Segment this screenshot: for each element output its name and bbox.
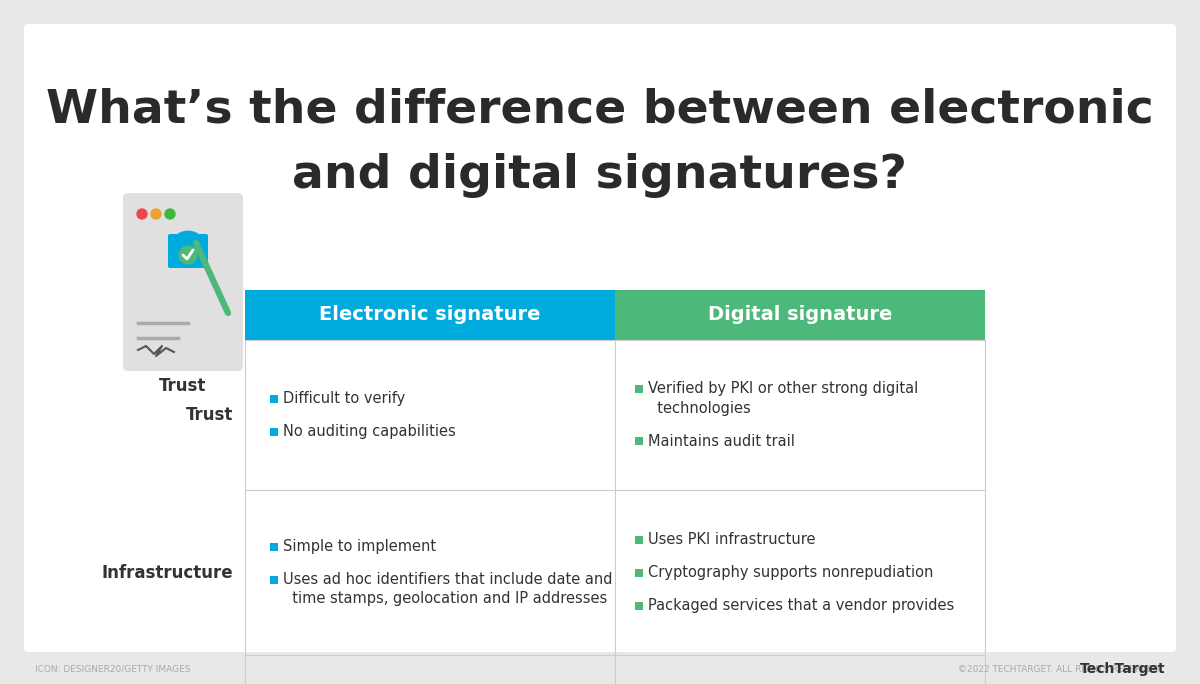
- Bar: [635, 437, 643, 445]
- Text: and digital signatures?: and digital signatures?: [293, 153, 907, 198]
- Text: Electronic signature: Electronic signature: [319, 306, 541, 324]
- Text: Verified by PKI or other strong digital: Verified by PKI or other strong digital: [648, 382, 918, 397]
- Bar: [270, 428, 278, 436]
- Circle shape: [137, 209, 148, 219]
- Circle shape: [151, 209, 161, 219]
- FancyBboxPatch shape: [24, 24, 1176, 652]
- Text: Maintains audit trail: Maintains audit trail: [648, 434, 794, 449]
- Text: Trust: Trust: [186, 406, 233, 424]
- Text: What’s the difference between electronic: What’s the difference between electronic: [46, 88, 1154, 133]
- Text: Uses PKI infrastructure: Uses PKI infrastructure: [648, 532, 816, 547]
- Text: Packaged services that a vendor provides: Packaged services that a vendor provides: [648, 598, 954, 613]
- Bar: [635, 568, 643, 577]
- Text: No auditing capabilities: No auditing capabilities: [283, 424, 456, 439]
- Text: Trust: Trust: [160, 377, 206, 395]
- Text: time stamps, geolocation and IP addresses: time stamps, geolocation and IP addresse…: [283, 591, 607, 606]
- Bar: [616, 290, 985, 340]
- Text: Digital signature: Digital signature: [708, 306, 892, 324]
- Text: ICON: DESIGNER20/GETTY IMAGES: ICON: DESIGNER20/GETTY IMAGES: [35, 664, 191, 674]
- Text: TechTarget: TechTarget: [1079, 662, 1165, 676]
- Text: Cryptography supports nonrepudiation: Cryptography supports nonrepudiation: [648, 565, 934, 580]
- Text: Difficult to verify: Difficult to verify: [283, 391, 406, 406]
- Text: Uses ad hoc identifiers that include date and: Uses ad hoc identifiers that include dat…: [283, 572, 612, 587]
- Bar: [270, 542, 278, 551]
- Text: technologies: technologies: [648, 401, 751, 415]
- Bar: [270, 395, 278, 402]
- Text: Infrastructure: Infrastructure: [101, 564, 233, 581]
- FancyBboxPatch shape: [124, 193, 242, 371]
- Bar: [270, 575, 278, 583]
- Bar: [635, 601, 643, 609]
- Text: ©2022 TECHTARGET. ALL RIGHTS RESERVED: ©2022 TECHTARGET. ALL RIGHTS RESERVED: [958, 664, 1165, 674]
- Bar: [635, 385, 643, 393]
- Circle shape: [179, 246, 197, 264]
- FancyBboxPatch shape: [168, 234, 208, 268]
- Bar: [635, 536, 643, 544]
- Text: Simple to implement: Simple to implement: [283, 539, 436, 554]
- Circle shape: [166, 209, 175, 219]
- Bar: [245, 290, 616, 340]
